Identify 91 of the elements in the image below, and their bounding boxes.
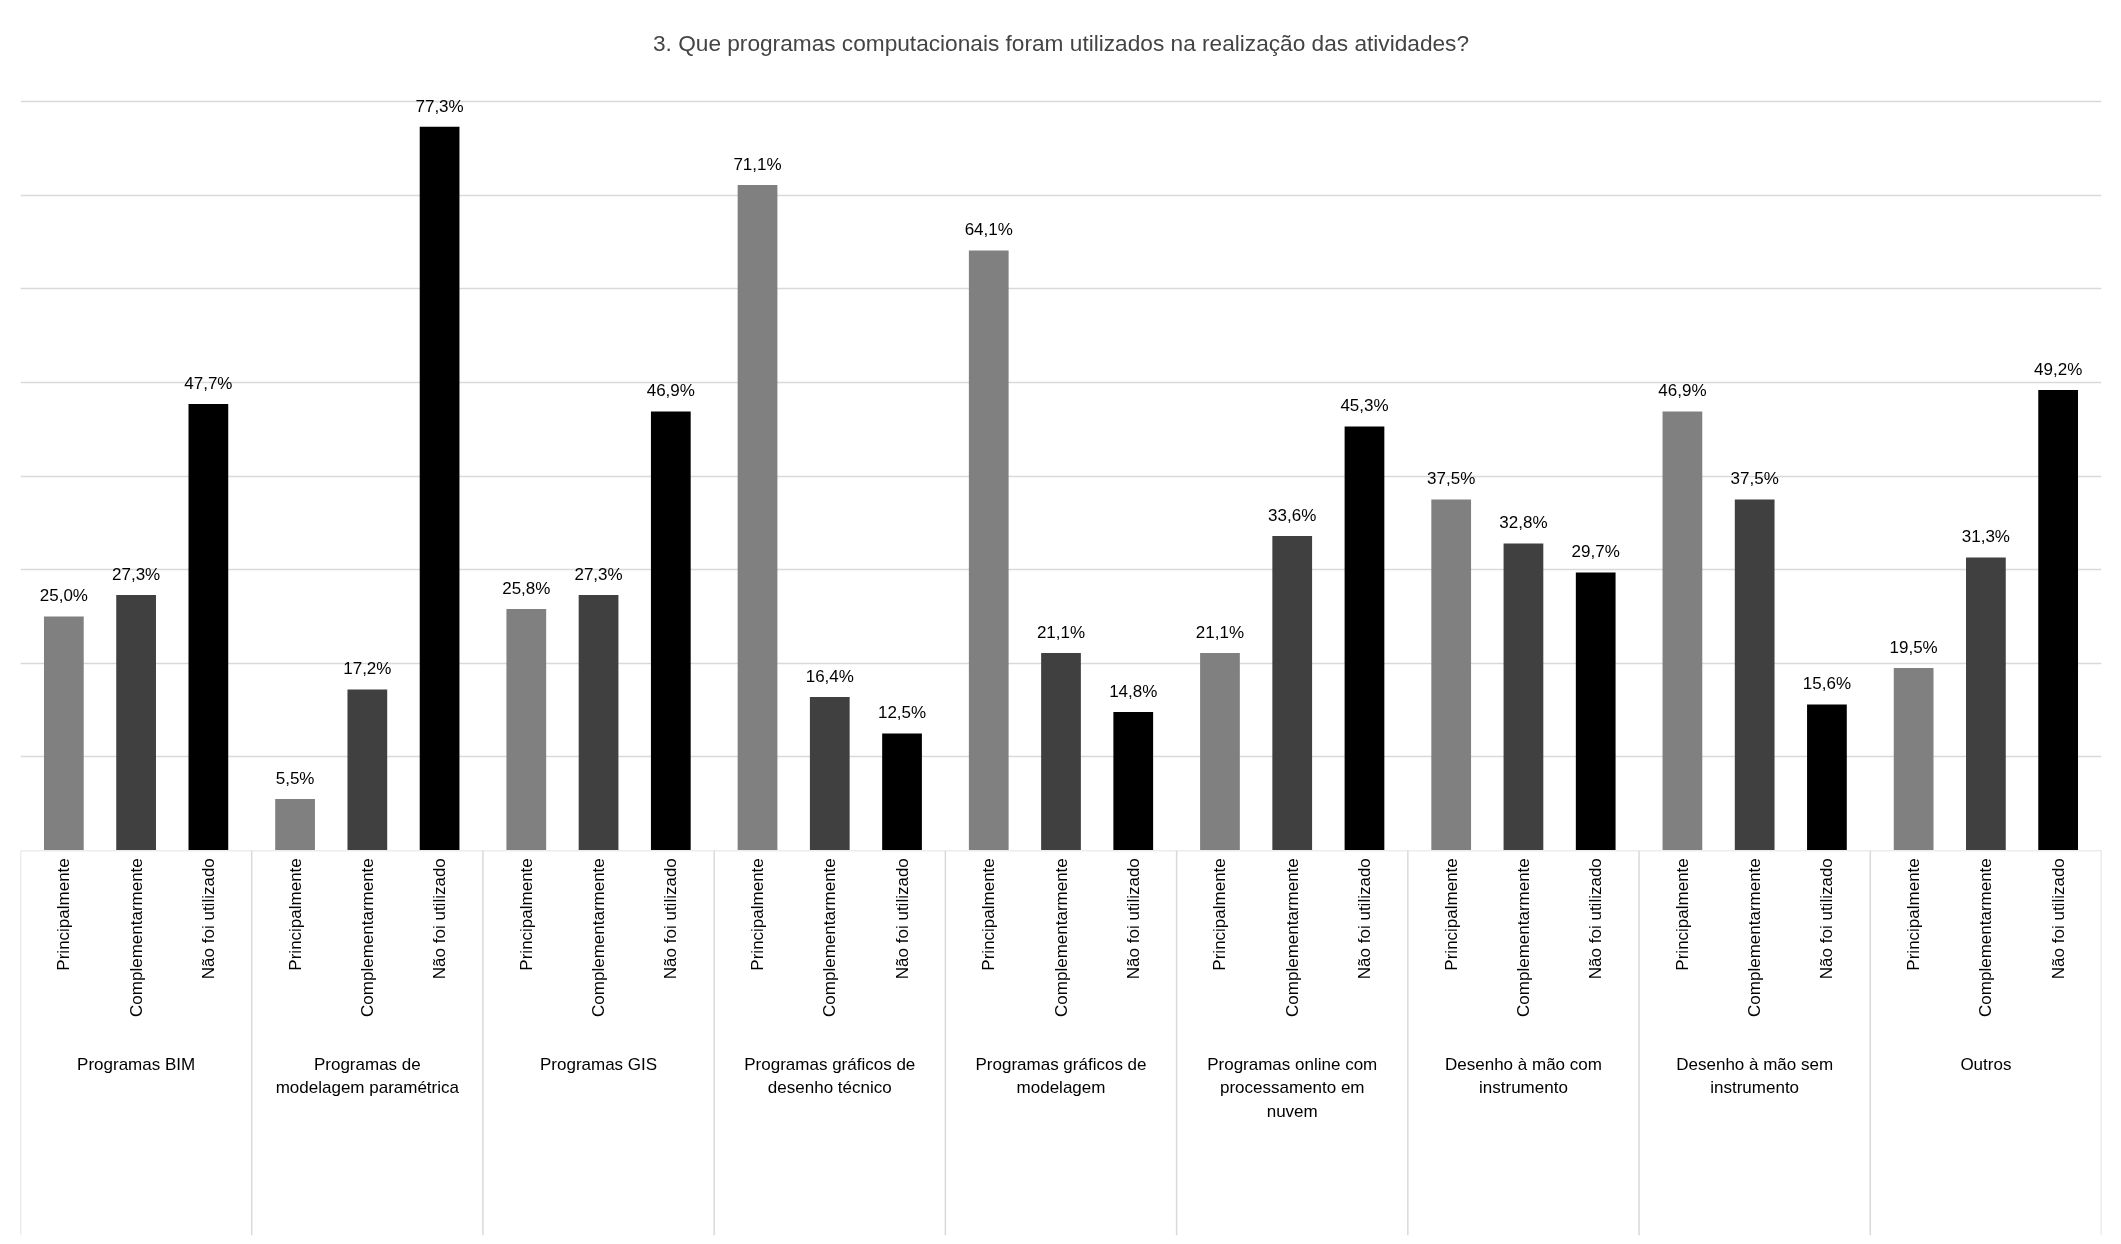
text: Complementarmente — [357, 858, 377, 1017]
bar — [1503, 543, 1544, 850]
data-label: 46,9% — [646, 381, 695, 401]
data-label: 14,8% — [1109, 681, 1158, 701]
bar — [737, 184, 778, 850]
data-label: 49,2% — [2034, 359, 2083, 379]
data-label: 17,2% — [343, 659, 392, 679]
text: Principalmente — [1210, 858, 1230, 971]
text: Não foi utilizado — [198, 858, 218, 980]
x-tick-label: Programas online com processamento em nuvem — [1207, 1054, 1378, 1122]
x-tick-label: Programas gráficos de desenho técnico — [744, 1054, 916, 1098]
data-label: 27,3% — [574, 564, 623, 584]
data-label: 19,5% — [1889, 637, 1938, 657]
x-tick-label: Outros — [1960, 1054, 2012, 1074]
text: Não foi utilizado — [1123, 858, 1143, 980]
data-label: 47,7% — [184, 373, 233, 393]
data-label: 12,5% — [877, 703, 927, 723]
text: Complementarmente — [126, 858, 146, 1017]
text: Complementarmente — [1282, 858, 1302, 1017]
bar — [1734, 499, 1775, 850]
x-tick-label: Desenho à mão sem instrumento — [1676, 1054, 1834, 1098]
bar — [2038, 389, 2079, 850]
bar — [1344, 426, 1385, 850]
data-label: 32,8% — [1499, 513, 1548, 533]
bar — [1893, 667, 1934, 850]
text: Principalmente — [979, 858, 999, 971]
bar — [116, 594, 156, 850]
data-label: 27,3% — [112, 564, 161, 584]
bar — [1431, 499, 1472, 850]
data-label: 71,1% — [733, 154, 782, 174]
x-tick-label: Programas BIM — [77, 1054, 196, 1074]
data-label: 64,1% — [964, 220, 1013, 240]
bar — [275, 799, 315, 850]
data-label: 77,3% — [415, 96, 464, 116]
data-label: 25,0% — [39, 586, 88, 606]
text: Principalmente — [54, 858, 74, 971]
text: Principalmente — [285, 858, 305, 971]
data-label: 37,5% — [1427, 469, 1476, 489]
data-label: 29,7% — [1571, 542, 1620, 562]
bar — [1113, 711, 1154, 850]
data-label: 21,1% — [1036, 622, 1086, 642]
text: Complementarmente — [820, 858, 840, 1017]
chart-title: 3. Que programas computacionais foram utilizados na realização das atividades? — [652, 29, 1470, 56]
bar — [1662, 411, 1703, 850]
bar — [968, 250, 1009, 850]
bar — [882, 733, 922, 850]
text: Não foi utilizado — [430, 858, 450, 980]
data-label: 25,8% — [502, 578, 551, 598]
bar — [1200, 652, 1240, 850]
data-label: 15,6% — [1802, 674, 1852, 694]
x-tick-label: Programas de modelagem paramétrica — [275, 1054, 460, 1098]
data-label: 45,3% — [1340, 396, 1389, 416]
text: Principalmente — [516, 858, 536, 971]
bar — [1041, 652, 1081, 850]
bar — [650, 411, 691, 850]
bar — [1575, 572, 1616, 850]
text: Complementarmente — [589, 858, 609, 1017]
data-label: 5,5% — [275, 768, 315, 788]
bar — [506, 608, 547, 850]
text: Principalmente — [1904, 858, 1924, 971]
text: Complementarmente — [1513, 858, 1533, 1017]
x-tick-label: Desenho à mão com instrumento — [1445, 1054, 1602, 1098]
text: Não foi utilizado — [1817, 858, 1837, 980]
text: Complementarmente — [1745, 858, 1765, 1017]
text: Principalmente — [1441, 858, 1461, 971]
data-label: 37,5% — [1730, 469, 1779, 489]
x-tick-label: Programas GIS — [539, 1054, 658, 1074]
text: Principalmente — [748, 858, 768, 971]
x-tick-label: Programas gráficos de modelagem — [975, 1054, 1147, 1098]
bar — [188, 403, 229, 850]
data-label: 21,1% — [1195, 622, 1245, 642]
bar — [347, 689, 388, 850]
data-label: 46,9% — [1658, 381, 1707, 401]
bar — [1807, 704, 1847, 850]
bar — [1966, 557, 2006, 850]
text: Complementarmente — [1976, 858, 1996, 1017]
text: Não foi utilizado — [661, 858, 681, 980]
bar — [43, 616, 84, 850]
text: Complementarmente — [1051, 858, 1071, 1017]
data-label: 33,6% — [1268, 505, 1317, 525]
bar — [1272, 535, 1313, 850]
bar — [419, 126, 460, 850]
text: Principalmente — [1672, 858, 1692, 971]
text: Não foi utilizado — [1354, 858, 1374, 980]
bar — [578, 594, 619, 850]
bar — [809, 696, 850, 850]
text: Não foi utilizado — [892, 858, 912, 980]
data-label: 31,3% — [1961, 527, 2010, 547]
text: Não foi utilizado — [2048, 858, 2068, 980]
text: Não foi utilizado — [1586, 858, 1606, 980]
data-label: 16,4% — [805, 666, 854, 686]
